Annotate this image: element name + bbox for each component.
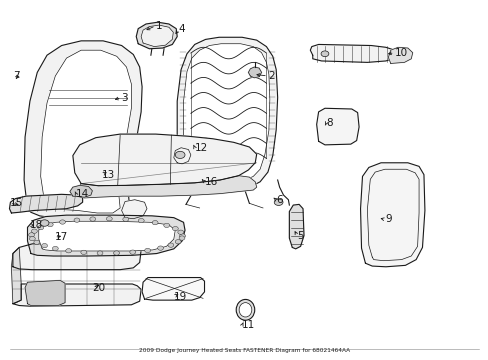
Circle shape — [152, 221, 158, 225]
Circle shape — [65, 249, 71, 253]
Text: 10: 10 — [394, 48, 407, 58]
Circle shape — [175, 240, 181, 244]
Circle shape — [129, 250, 135, 254]
Polygon shape — [248, 67, 261, 78]
Text: 15: 15 — [9, 198, 22, 208]
Text: 18: 18 — [30, 220, 43, 230]
Circle shape — [157, 246, 163, 250]
Ellipse shape — [236, 300, 254, 320]
Circle shape — [138, 219, 144, 223]
Circle shape — [38, 225, 43, 230]
Circle shape — [52, 246, 58, 251]
Circle shape — [34, 240, 40, 244]
Text: 2: 2 — [267, 71, 274, 81]
Circle shape — [144, 248, 150, 253]
Polygon shape — [70, 185, 92, 197]
Circle shape — [106, 217, 112, 221]
Circle shape — [179, 234, 185, 238]
Polygon shape — [173, 148, 190, 164]
Polygon shape — [9, 194, 82, 213]
Circle shape — [172, 226, 178, 231]
Polygon shape — [11, 247, 21, 304]
Polygon shape — [141, 25, 173, 46]
Text: 14: 14 — [76, 189, 89, 199]
Polygon shape — [183, 44, 269, 183]
Text: 6: 6 — [276, 195, 282, 205]
Circle shape — [168, 243, 173, 247]
Text: 11: 11 — [242, 320, 255, 330]
Polygon shape — [310, 44, 396, 62]
Circle shape — [60, 220, 65, 224]
Text: 1: 1 — [156, 21, 162, 31]
Text: 4: 4 — [178, 24, 185, 35]
Text: 5: 5 — [297, 231, 303, 240]
Polygon shape — [76, 176, 256, 198]
Circle shape — [90, 217, 96, 221]
Polygon shape — [122, 200, 147, 219]
Polygon shape — [136, 22, 177, 49]
Circle shape — [74, 218, 80, 222]
Circle shape — [163, 223, 169, 228]
Polygon shape — [73, 134, 256, 186]
Circle shape — [29, 237, 35, 241]
Text: 9: 9 — [384, 215, 391, 224]
Circle shape — [31, 229, 37, 233]
Polygon shape — [39, 221, 175, 251]
Text: 7: 7 — [13, 71, 20, 81]
Polygon shape — [142, 278, 204, 300]
Polygon shape — [24, 41, 142, 220]
Text: 13: 13 — [102, 170, 115, 180]
Text: 3: 3 — [122, 93, 128, 103]
Circle shape — [40, 220, 49, 226]
Polygon shape — [360, 163, 424, 267]
Text: 8: 8 — [326, 118, 332, 128]
Text: 19: 19 — [173, 292, 187, 302]
Polygon shape — [13, 244, 141, 270]
Circle shape — [175, 151, 184, 158]
Polygon shape — [387, 47, 412, 63]
Text: 16: 16 — [204, 177, 217, 187]
Circle shape — [113, 251, 119, 255]
Circle shape — [97, 251, 103, 255]
Circle shape — [178, 230, 183, 234]
Circle shape — [179, 236, 184, 240]
Circle shape — [321, 51, 328, 57]
Polygon shape — [27, 215, 184, 256]
Circle shape — [81, 250, 86, 255]
Circle shape — [47, 222, 53, 227]
Polygon shape — [177, 37, 277, 190]
Text: 2009 Dodge Journey Heated Seats FASTENER Diagram for 68021464AA: 2009 Dodge Journey Heated Seats FASTENER… — [139, 348, 349, 353]
Circle shape — [122, 217, 128, 221]
Text: 20: 20 — [92, 283, 105, 293]
Ellipse shape — [239, 303, 251, 317]
Text: 17: 17 — [54, 232, 67, 242]
Circle shape — [29, 233, 35, 237]
Circle shape — [274, 199, 283, 206]
Polygon shape — [25, 280, 65, 306]
Polygon shape — [41, 50, 131, 213]
Polygon shape — [316, 108, 358, 145]
Polygon shape — [13, 284, 141, 306]
Circle shape — [41, 243, 47, 248]
Polygon shape — [289, 204, 304, 249]
Text: 12: 12 — [194, 143, 207, 153]
